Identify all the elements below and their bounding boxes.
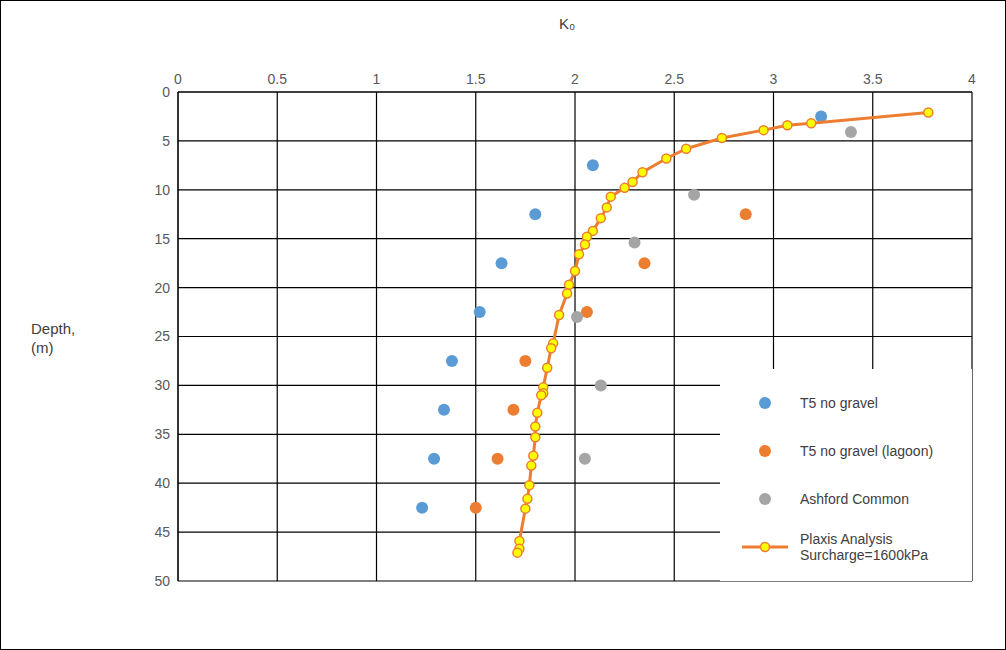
- svg-text:0.5: 0.5: [268, 71, 288, 87]
- html-text:T5 no gravel: T5 no gravel: [800, 395, 878, 411]
- html-text:T5 no gravel (lagoon): T5 no gravel (lagoon): [800, 443, 934, 459]
- svg-text:4: 4: [968, 71, 976, 87]
- svg-text:3.5: 3.5: [863, 71, 883, 87]
- html-text:(m): (m): [31, 339, 54, 356]
- html-text:Ashford Common: Ashford Common: [800, 491, 909, 507]
- svg-text:10: 10: [154, 182, 170, 198]
- svg-text:45: 45: [154, 524, 170, 540]
- html-text:Plaxis Analysis Surcharge=1600: Plaxis Analysis Surcharge=1600kPa: [800, 531, 928, 563]
- svg-text:0: 0: [162, 84, 170, 100]
- svg-text:2: 2: [571, 71, 579, 87]
- html-text:K₀: K₀: [558, 15, 576, 32]
- svg-text:35: 35: [154, 426, 170, 442]
- svg-text:15: 15: [154, 231, 170, 247]
- svg-text:3: 3: [770, 71, 778, 87]
- svg-text:1.5: 1.5: [466, 71, 486, 87]
- svg-text:50: 50: [154, 573, 170, 589]
- html-text:Depth,: Depth,: [31, 320, 76, 337]
- svg-text:1: 1: [373, 71, 381, 87]
- svg-text:30: 30: [154, 377, 170, 393]
- svg-text:5: 5: [162, 133, 170, 149]
- svg-text:2.5: 2.5: [665, 71, 685, 87]
- svg-text:0: 0: [174, 71, 182, 87]
- svg-text:40: 40: [154, 475, 170, 491]
- svg-text:25: 25: [154, 328, 170, 344]
- svg-text:20: 20: [154, 280, 170, 296]
